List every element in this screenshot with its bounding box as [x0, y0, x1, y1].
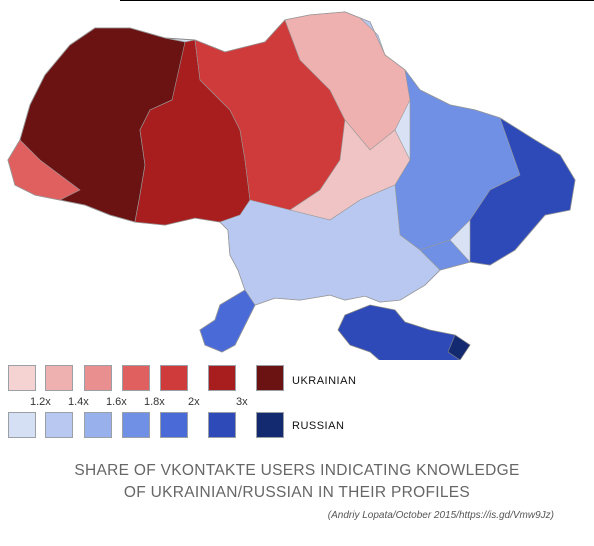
map-crimea [337, 304, 471, 360]
map-south-coast-blue [419, 239, 471, 271]
legend-multiplier-1: 1.2x [30, 396, 51, 408]
legend-ukrainian-swatch-1 [8, 365, 36, 391]
map-kerch [447, 334, 471, 360]
top-border-line [120, 0, 594, 1]
legend-russian-swatch-1 [8, 412, 36, 438]
legend-multiplier-3: 1.6x [106, 396, 127, 408]
map-donbas-darkblue [469, 117, 576, 266]
map-northeast-lightblue [344, 11, 386, 56]
legend-ukrainian-swatch-5 [160, 365, 188, 391]
legend-russian-swatch-4 [122, 412, 150, 438]
legend-multiplier-5: 2x [188, 396, 200, 408]
legend-multiplier-4: 1.8x [144, 396, 165, 408]
legend-ukrainian-swatch-3 [84, 365, 112, 391]
legend-russian-label: RUSSIAN [292, 420, 345, 432]
legend-multiplier-2: 1.4x [68, 396, 89, 408]
map-title-line-2: OF UKRAINIAN/RUSSIAN IN THEIR PROFILES [123, 484, 471, 501]
map-title-line-1: SHARE OF VKONTAKTE USERS INDICATING KNOW… [74, 462, 520, 479]
legend-russian-swatch-5 [160, 412, 188, 438]
map-south-lightblue [219, 184, 441, 306]
map-odesa-blue [199, 289, 256, 353]
legend-ukrainian-swatch-4 [122, 365, 150, 391]
map-west-edge [7, 139, 81, 201]
source-credit: (Andriy Lopata/October 2015/https://is.g… [327, 510, 554, 521]
legend-ukrainian-swatch-6 [208, 365, 236, 391]
legend-ukrainian-swatch-2 [45, 365, 73, 391]
legend-multiplier-6: 3x [236, 396, 248, 408]
legend-ukrainian-label: UKRAINIAN [292, 375, 357, 387]
ukraine-choropleth-map [7, 11, 576, 360]
legend-russian-swatch-7 [256, 412, 284, 438]
legend-ukrainian-swatch-7 [256, 365, 284, 391]
legend-russian-swatch-6 [208, 412, 236, 438]
legend-russian-swatch-2 [45, 412, 73, 438]
legend-russian-swatch-3 [84, 412, 112, 438]
